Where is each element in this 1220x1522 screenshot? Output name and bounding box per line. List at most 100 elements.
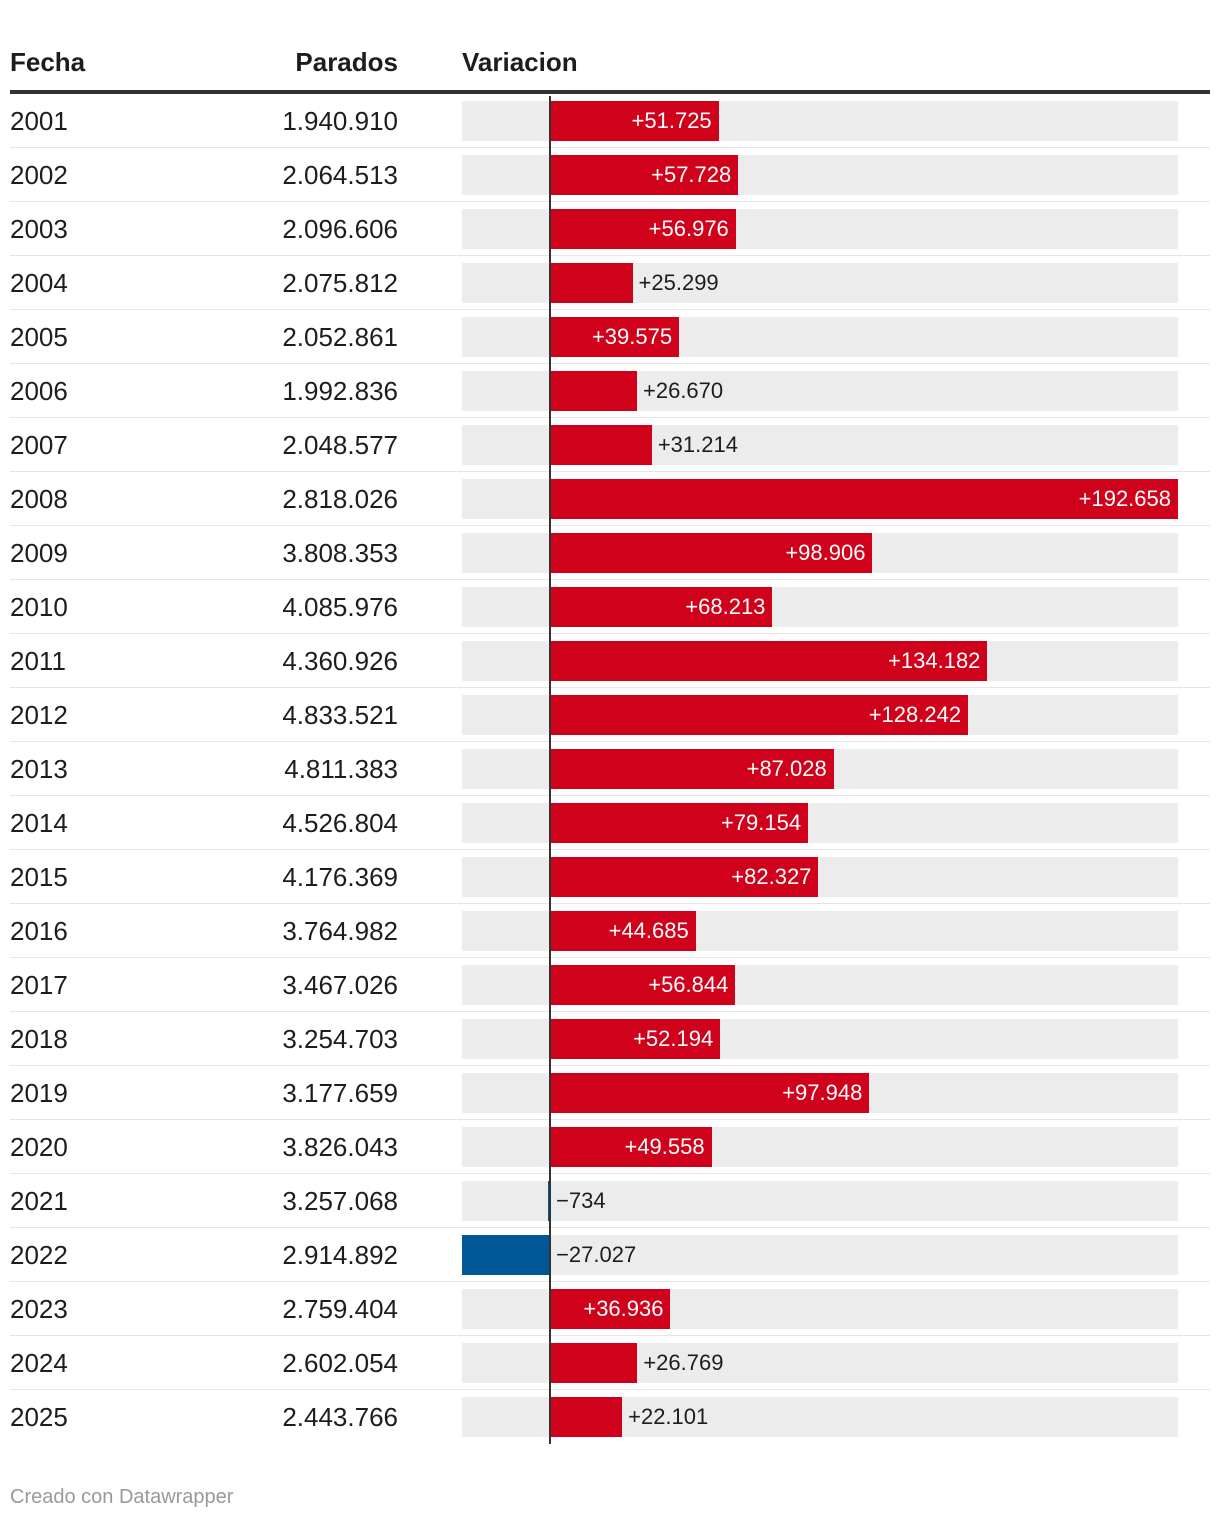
table-row: 2001 1.940.910 +51.725	[10, 94, 1210, 148]
bar-value-label: +56.844	[648, 972, 729, 997]
cell-fecha: 2003	[10, 214, 68, 244]
bar-positive	[550, 641, 988, 681]
table-row: 2024 2.602.054 +26.769	[10, 1336, 1210, 1390]
table-row: 2006 1.992.836 +26.670	[10, 364, 1210, 418]
data-table: Fecha Parados Variacion 2001 1.940.910 +51…	[10, 30, 1210, 1444]
cell-parados: 4.176.369	[282, 862, 398, 892]
table-body: 2001 1.940.910 +51.725 2002 2.064.513 +57.728…	[10, 94, 1210, 1444]
cell-fecha: 2018	[10, 1024, 68, 1054]
cell-fecha: 2009	[10, 538, 68, 568]
bar-value-label: +192.658	[1078, 486, 1171, 511]
bar-positive	[550, 749, 834, 789]
cell-fecha: 2023	[10, 1294, 68, 1324]
cell-parados: 3.808.353	[282, 538, 398, 568]
table-row: 2021 3.257.068 −734	[10, 1174, 1210, 1228]
column-header-variacion[interactable]: Variacion	[462, 47, 578, 77]
table-row: 2014 4.526.804 +79.154	[10, 796, 1210, 850]
table-row: 2018 3.254.703 +52.194	[10, 1012, 1210, 1066]
bar-positive	[550, 479, 1178, 519]
bar-value-label: +52.194	[633, 1026, 714, 1051]
bar-value-label: +128.242	[868, 702, 962, 727]
cell-parados: 2.064.513	[282, 160, 398, 190]
cell-fecha: 2007	[10, 430, 68, 460]
bar-value-label: +98.906	[785, 540, 866, 565]
column-header-parados[interactable]: Parados	[295, 47, 398, 77]
cell-fecha: 2001	[10, 106, 68, 136]
table-row: 2020 3.826.043 +49.558	[10, 1120, 1210, 1174]
bar-background: +36.936	[462, 1289, 1178, 1329]
bar-positive	[550, 695, 969, 735]
bar-background: +57.728	[462, 155, 1178, 195]
bar-background: +44.685	[462, 911, 1178, 951]
cell-parados: 2.602.054	[282, 1348, 398, 1378]
bar-positive	[550, 1073, 870, 1113]
cell-fecha: 2014	[10, 808, 68, 838]
table-row: 2025 2.443.766 +22.101	[10, 1390, 1210, 1444]
bar-value-label: +68.213	[685, 594, 766, 619]
cell-parados: 3.764.982	[282, 916, 398, 946]
bar-background: +26.670	[462, 371, 1178, 411]
cell-parados: 2.075.812	[282, 268, 398, 298]
bar-background: −734	[462, 1181, 1178, 1221]
bar-positive	[550, 911, 696, 951]
cell-parados: 4.360.926	[282, 646, 398, 676]
bar-positive	[550, 263, 633, 303]
cell-parados: 2.443.766	[282, 1402, 398, 1432]
bar-value-label: +79.154	[720, 810, 802, 835]
bar-background: +128.242	[462, 695, 1178, 735]
cell-parados: 2.818.026	[282, 484, 398, 514]
bar-background: +134.182	[462, 641, 1178, 681]
bar-positive	[550, 587, 773, 627]
bar-background: +49.558	[462, 1127, 1178, 1167]
table-row: 2015 4.176.369 +82.327	[10, 850, 1210, 904]
bar-value-label: +56.976	[648, 216, 729, 241]
cell-parados: 2.096.606	[282, 214, 398, 244]
cell-fecha: 2010	[10, 592, 68, 622]
bar-positive	[550, 1019, 721, 1059]
bar-background: +68.213	[462, 587, 1178, 627]
bar-positive	[550, 965, 736, 1005]
cell-fecha: 2011	[10, 646, 66, 676]
bar-value-label: −27.027	[556, 1242, 637, 1267]
cell-parados: 1.940.910	[282, 106, 398, 136]
table-row: 2005 2.052.861 +39.575	[10, 310, 1210, 364]
cell-fecha: 2012	[10, 700, 68, 730]
table-row: 2017 3.467.026 +56.844	[10, 958, 1210, 1012]
cell-fecha: 2017	[10, 970, 68, 1000]
bar-value-label: −734	[556, 1188, 606, 1213]
bar-positive	[550, 857, 819, 897]
cell-fecha: 2005	[10, 322, 68, 352]
bar-value-label: +22.101	[628, 1404, 709, 1429]
table-header: Fecha Parados Variacion	[10, 30, 1210, 94]
bar-value-label: +26.769	[643, 1350, 724, 1375]
cell-fecha: 2015	[10, 862, 68, 892]
cell-fecha: 2016	[10, 916, 68, 946]
cell-parados: 4.085.976	[282, 592, 398, 622]
bar-background: +97.948	[462, 1073, 1178, 1113]
bar-value-label: +134.182	[888, 648, 981, 673]
bar-value-label: +87.028	[746, 756, 827, 781]
bar-positive	[550, 425, 652, 465]
table-row: 2004 2.075.812 +25.299	[10, 256, 1210, 310]
bar-background: +51.725	[462, 101, 1178, 141]
bar-value-label: +49.558	[624, 1134, 705, 1159]
bar-positive	[550, 1127, 712, 1167]
cell-parados: 3.177.659	[282, 1078, 398, 1108]
bar-value-label: +25.299	[638, 270, 719, 295]
bar-positive	[550, 1397, 623, 1437]
bar-background: +56.844	[462, 965, 1178, 1005]
column-header-fecha[interactable]: Fecha	[10, 47, 86, 77]
cell-fecha: 2004	[10, 268, 68, 298]
cell-parados: 4.811.383	[284, 754, 398, 784]
bar-positive	[550, 101, 719, 141]
bar-positive	[550, 1289, 671, 1329]
cell-fecha: 2022	[10, 1240, 68, 1270]
bar-background: +25.299	[462, 263, 1178, 303]
table-row: 2016 3.764.982 +44.685	[10, 904, 1210, 958]
bar-value-label: +51.725	[631, 108, 712, 133]
cell-parados: 3.257.068	[282, 1186, 398, 1216]
cell-parados: 2.052.861	[282, 322, 398, 352]
cell-fecha: 2020	[10, 1132, 68, 1162]
table-row: 2012 4.833.521 +128.242	[10, 688, 1210, 742]
cell-parados: 2.048.577	[282, 430, 398, 460]
